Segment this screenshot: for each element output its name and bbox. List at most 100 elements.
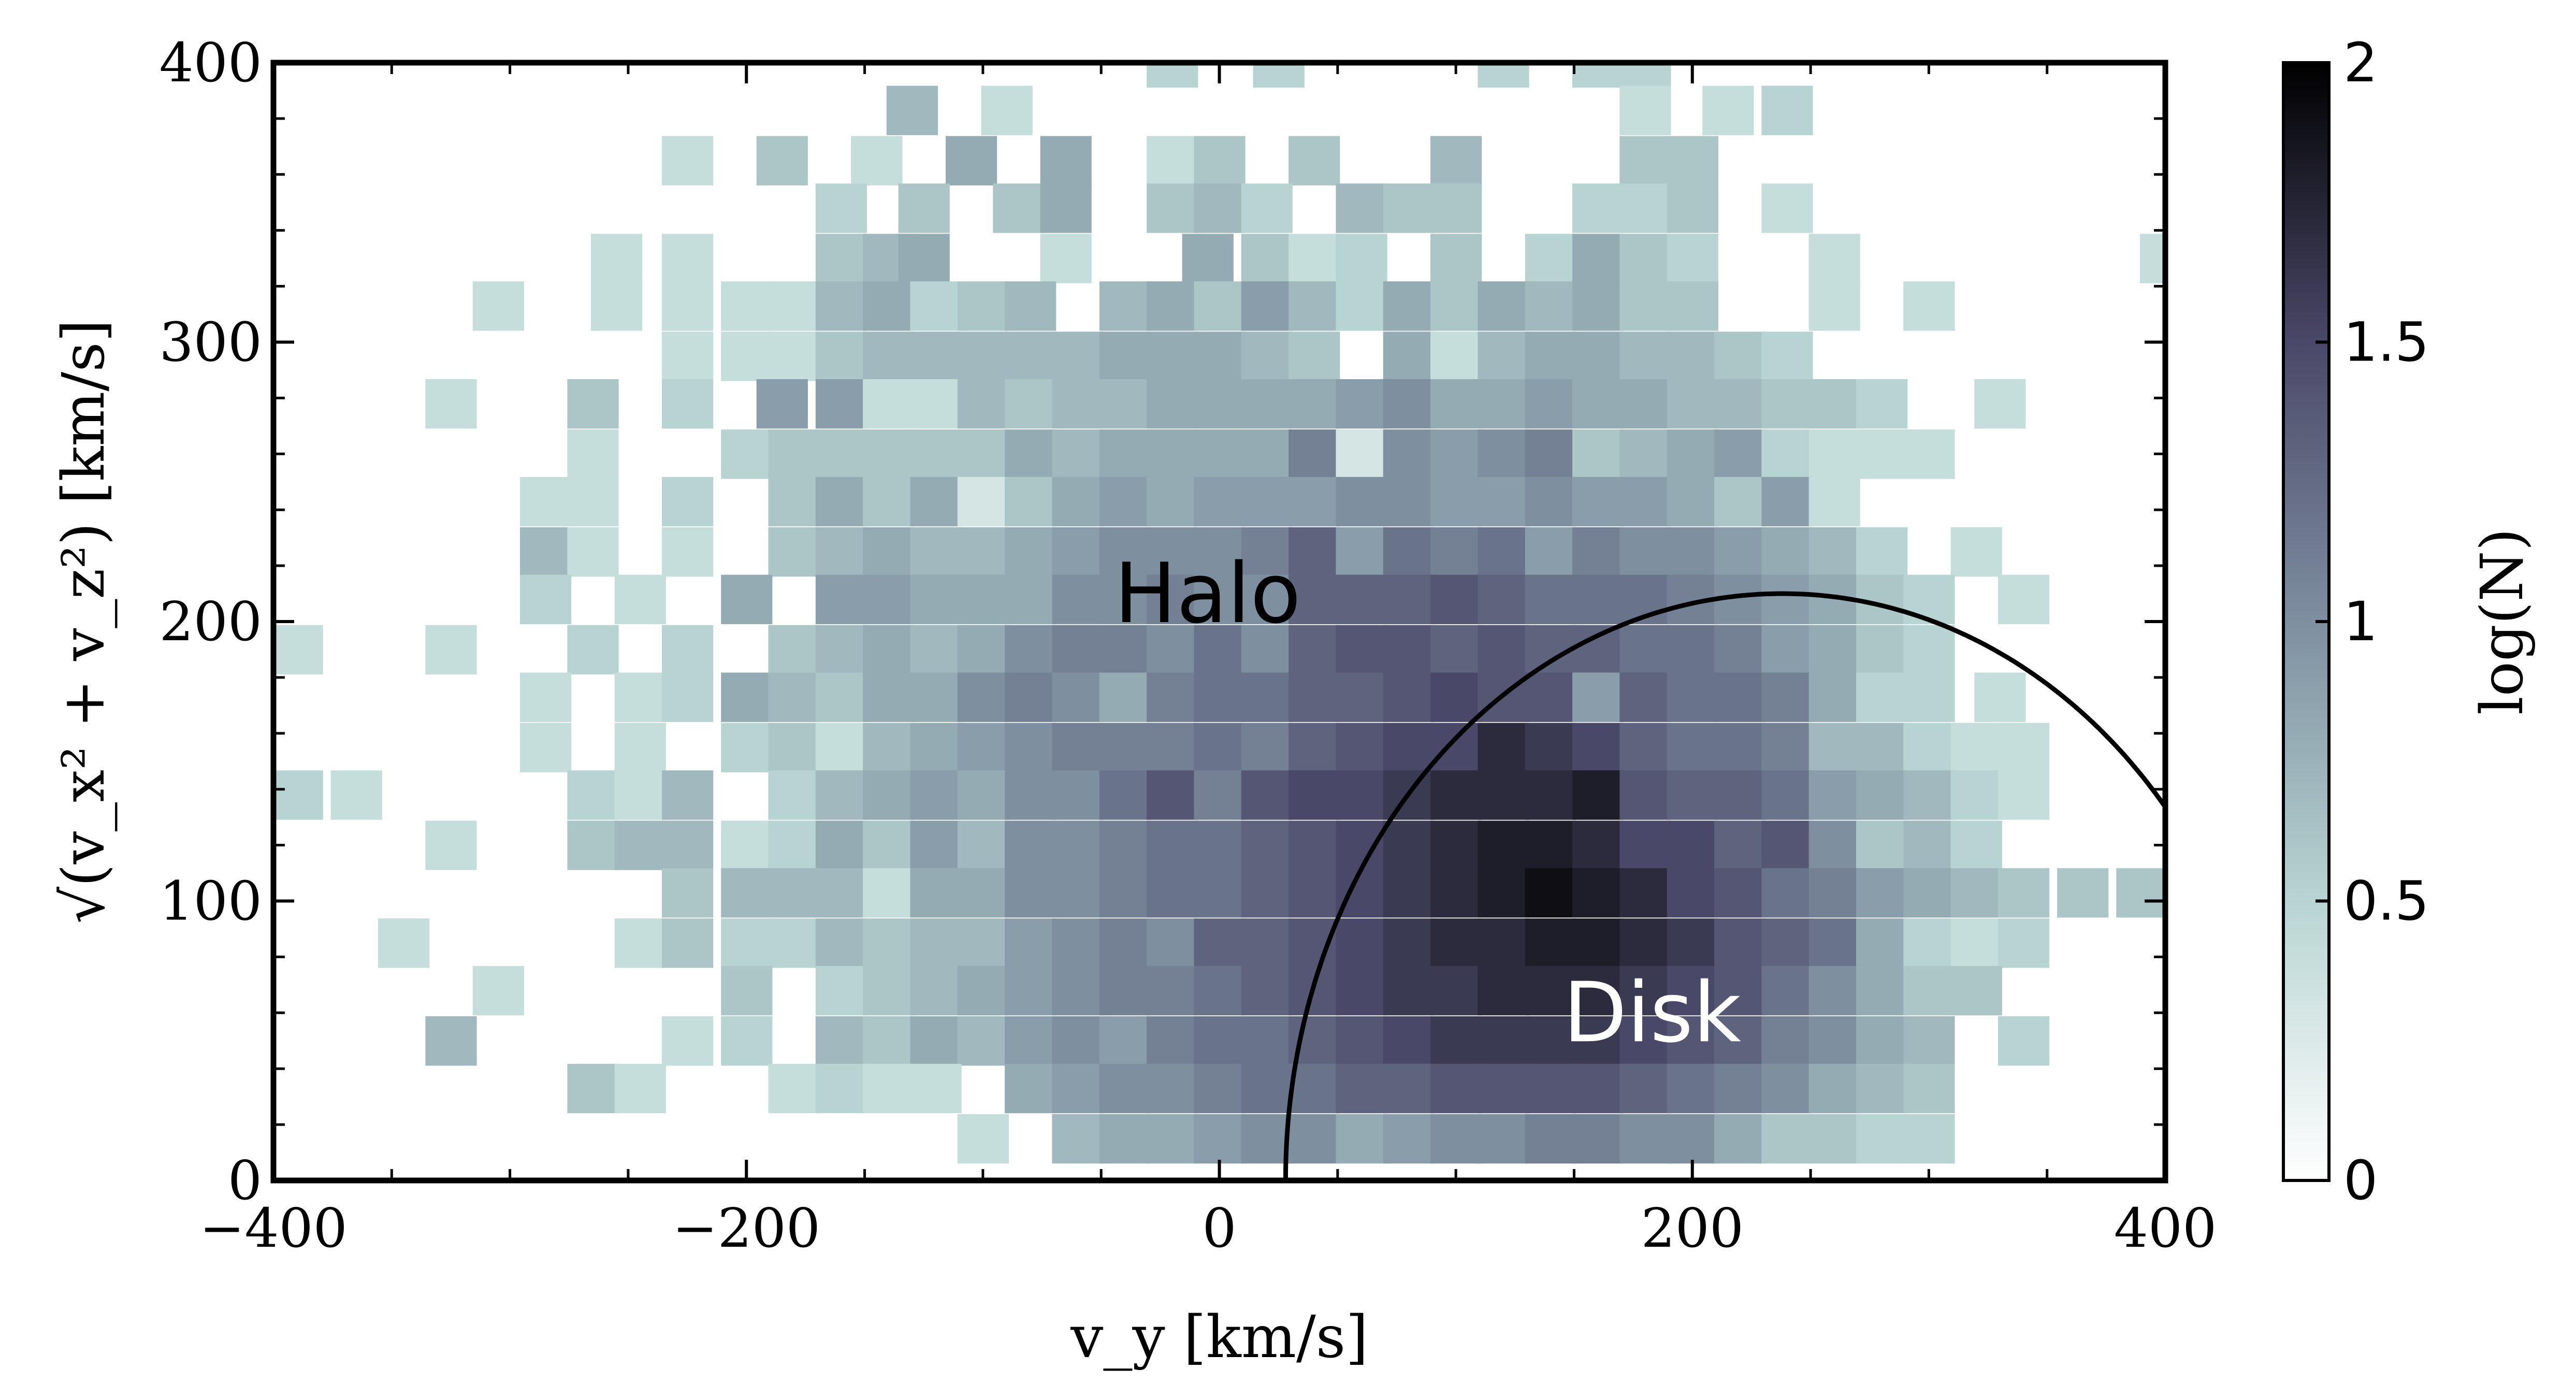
heatmap-bin (1619, 379, 1671, 429)
heatmap-bin (1667, 1063, 1718, 1114)
heatmap-bin (1572, 281, 1624, 331)
heatmap-bin (1572, 477, 1624, 527)
heatmap-bin (1903, 1016, 1955, 1066)
heatmap-bin (721, 332, 773, 381)
heatmap-bin (1714, 477, 1766, 527)
heatmap-bin (1430, 429, 1482, 479)
heatmap-bin (1903, 625, 1955, 675)
heatmap-bin (1147, 429, 1198, 479)
heatmap-bin (1147, 918, 1198, 968)
heatmap-bin (1241, 965, 1293, 1016)
heatmap-bin (1761, 429, 1813, 479)
heatmap-bin (1572, 1063, 1624, 1114)
heatmap-bin (768, 281, 820, 331)
heatmap-bin (1289, 1114, 1340, 1164)
heatmap-bin (721, 429, 773, 479)
heatmap-bin (1147, 527, 1198, 577)
heatmap-bin (957, 527, 1009, 577)
heatmap-bin (662, 379, 714, 429)
heatmap-bin (1147, 477, 1198, 527)
heatmap-bin (957, 672, 1009, 722)
heatmap-bin (1241, 770, 1293, 820)
heatmap-bin (1714, 770, 1766, 820)
heatmap-bin (1005, 820, 1057, 870)
heatmap-bin (1099, 379, 1151, 429)
heatmap-bin (1052, 672, 1104, 722)
heatmap-bin (768, 625, 820, 675)
heatmap-bin (1619, 429, 1671, 479)
heatmap-bin (721, 574, 773, 624)
heatmap-bin (1808, 820, 1860, 870)
heatmap-bin (1856, 820, 1908, 870)
heatmap-bin (1572, 1114, 1624, 1164)
heatmap-bin (1761, 820, 1813, 870)
x-tick-label: 400 (2114, 1197, 2217, 1260)
heatmap-bin (1974, 379, 2026, 429)
heatmap-bin (1099, 527, 1151, 577)
heatmap-bin (1903, 574, 1955, 624)
heatmap-bin (1052, 1063, 1104, 1114)
heatmap-bin (614, 820, 666, 870)
heatmap-bin (1761, 770, 1813, 820)
heatmap-bin (1194, 527, 1246, 577)
heatmap-bin (1478, 1063, 1529, 1114)
heatmap-bin (910, 574, 962, 624)
heatmap-bin (1383, 868, 1435, 918)
heatmap-bin (815, 868, 867, 918)
heatmap-bin (1336, 281, 1387, 331)
heatmap-bin (1667, 527, 1718, 577)
heatmap-bin (520, 477, 572, 527)
heatmap-bin (567, 429, 619, 479)
heatmap-bin (1289, 770, 1340, 820)
heatmap-bin (1289, 820, 1340, 870)
heatmap-bin (1702, 85, 1754, 135)
heatmap-bin (1808, 965, 1860, 1016)
heatmap-bin (1336, 965, 1387, 1016)
heatmap-bin (1903, 1114, 1955, 1164)
disk-halo-boundary (1283, 591, 2165, 1180)
heatmap-bin (768, 477, 820, 527)
heatmap-bin (1336, 477, 1387, 527)
heatmap-bin (567, 379, 619, 429)
heatmap-bin (1099, 429, 1151, 479)
heatmap-bin (1667, 332, 1718, 381)
heatmap-bin (1005, 429, 1057, 479)
heatmap-bin (1336, 820, 1387, 870)
heatmap-bin (1856, 1063, 1908, 1114)
heatmap-bin (1241, 1016, 1293, 1066)
heatmap-bin (1525, 868, 1576, 918)
heatmap-bin (1478, 379, 1529, 429)
heatmap-bin (378, 918, 430, 968)
heatmap-bin (567, 625, 619, 675)
heatmap-bin (1005, 868, 1057, 918)
heatmap-bin (1194, 429, 1246, 479)
heatmap-bin (1808, 234, 1860, 283)
heatmap-bin (330, 770, 382, 820)
heatmap-bin (1950, 723, 2002, 772)
heatmap-bin (1430, 574, 1482, 624)
heatmap-bin (1147, 820, 1198, 870)
heatmap-bin (1430, 918, 1482, 968)
heatmap-bin (910, 868, 962, 918)
heatmap-bin (957, 1016, 1009, 1066)
heatmap-bin (1005, 477, 1057, 527)
heatmap-bin (1998, 574, 2050, 624)
heatmap-bin (1241, 183, 1293, 233)
heatmap-bin (1667, 234, 1718, 283)
heatmap-bin (1099, 770, 1151, 820)
heatmap-bin (520, 672, 572, 722)
heatmap-bin (1856, 672, 1908, 722)
heatmap-bin (614, 723, 666, 772)
heatmap-bin (768, 918, 820, 968)
heatmap-bin (1241, 672, 1293, 722)
heatmap-bin (910, 379, 962, 429)
heatmap-bin (1856, 429, 1908, 479)
heatmap-bin (1525, 1063, 1576, 1114)
heatmap-bin (662, 234, 714, 283)
heatmap-bin (1194, 332, 1246, 381)
heatmap-bin (1336, 234, 1387, 283)
heatmap-bin (1478, 332, 1529, 381)
heatmap-bin (662, 625, 714, 675)
heatmap-bin (662, 1016, 714, 1066)
heatmap-bin (1289, 672, 1340, 722)
